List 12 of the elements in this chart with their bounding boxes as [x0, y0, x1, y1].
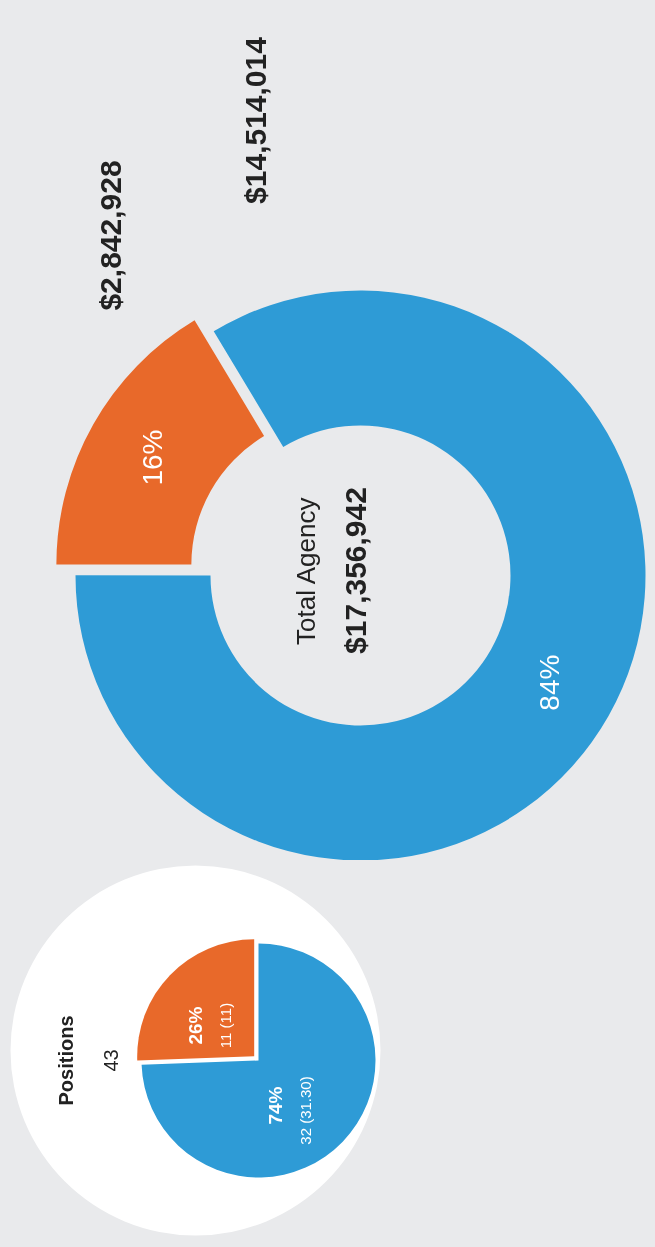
text: Total Agency — [290, 497, 321, 645]
data-label: $14,514,014 — [239, 36, 272, 204]
text: 16% — [136, 429, 168, 486]
data-label: 11 (11) — [217, 1002, 234, 1049]
data-label: 32 (31.30) — [297, 1076, 314, 1145]
text: 43 — [99, 1049, 122, 1072]
data-label: $2,842,928 — [94, 160, 127, 311]
text: 26% — [185, 1006, 206, 1045]
text: 84% — [534, 654, 566, 711]
text: $17,356,942 — [339, 487, 372, 654]
text: Positions — [54, 1015, 77, 1106]
text: 74% — [265, 1086, 286, 1125]
